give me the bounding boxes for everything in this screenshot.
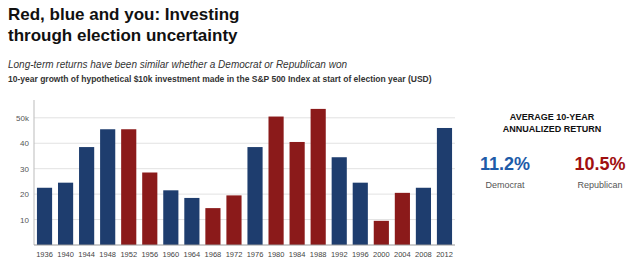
bar (100, 129, 115, 245)
grid-line (34, 219, 455, 220)
grid-line (34, 168, 455, 169)
title: Red, blue and you: Investing through elec… (8, 5, 239, 45)
bar (163, 190, 178, 245)
x-tick-label: 1968 (205, 250, 222, 259)
x-tick-label: 1988 (310, 250, 327, 259)
bar (311, 109, 326, 245)
x-tick-label: 1944 (78, 250, 95, 259)
x-tick-label: 1964 (184, 250, 201, 259)
x-axis-line (34, 245, 455, 246)
bar (290, 142, 305, 245)
grid (34, 118, 455, 220)
bar (142, 173, 157, 246)
x-tick-label: 1960 (162, 250, 179, 259)
chart: Red, blue and you: Investing through elec… (0, 0, 640, 275)
x-tick-label: 2000 (373, 250, 390, 259)
average-value: 11.2% (480, 154, 530, 174)
bar (58, 183, 73, 245)
bar (37, 188, 52, 245)
y-tick-label: 20 (20, 190, 29, 199)
y-tick-label: 40 (20, 139, 29, 148)
panel-title: AVERAGE 10-YEAR ANNUALIZED RETURN (503, 112, 602, 134)
bar (247, 147, 262, 245)
x-tick-label: 1948 (99, 250, 116, 259)
panel-title-line: ANNUALIZED RETURN (503, 124, 602, 134)
x-tick-label: 2004 (394, 250, 411, 259)
bar (268, 117, 283, 245)
average-label: Republican (577, 180, 622, 190)
bar (416, 188, 431, 245)
bar (374, 221, 389, 245)
bar (353, 183, 368, 245)
y-tick-label: 50k (16, 114, 30, 123)
average-label: Democrat (485, 180, 525, 190)
y-tick-label: 10 (20, 216, 29, 225)
x-tick-label: 1940 (57, 250, 74, 259)
bars (37, 109, 452, 245)
title-line: Red, blue and you: Investing (8, 5, 239, 24)
bar (332, 157, 347, 245)
bar (395, 193, 410, 245)
x-tick-label: 1980 (268, 250, 285, 259)
grid-line (34, 117, 455, 118)
average-value: 10.5% (574, 154, 625, 174)
bar (205, 208, 220, 245)
y-axis-line (34, 100, 35, 245)
x-tick-label: 1996 (352, 250, 369, 259)
x-tick-label: 1984 (289, 250, 306, 259)
title-line: through election uncertainty (8, 26, 238, 45)
x-tick-label: 1952 (120, 250, 137, 259)
grid-line (34, 143, 455, 144)
panel-title-line: AVERAGE 10-YEAR (510, 112, 595, 122)
x-tick-label: 1992 (331, 250, 348, 259)
bar (121, 129, 136, 245)
x-tick-label: 1976 (247, 250, 264, 259)
x-tick-label: 1936 (36, 250, 53, 259)
x-tick-label: 2008 (415, 250, 432, 259)
bar (226, 195, 241, 245)
x-tick-label: 1956 (141, 250, 158, 259)
bar (437, 128, 452, 245)
bar (184, 198, 199, 245)
subtitle: Long-term returns have been similar whet… (8, 59, 347, 70)
x-tick-label: 1972 (226, 250, 243, 259)
grid-line (34, 194, 455, 195)
bar (79, 147, 94, 245)
y-tick-label: 30 (20, 165, 29, 174)
subtitle: 10-year growth of hypothetical $10k inve… (8, 74, 432, 84)
x-tick-label: 2012 (436, 250, 453, 259)
